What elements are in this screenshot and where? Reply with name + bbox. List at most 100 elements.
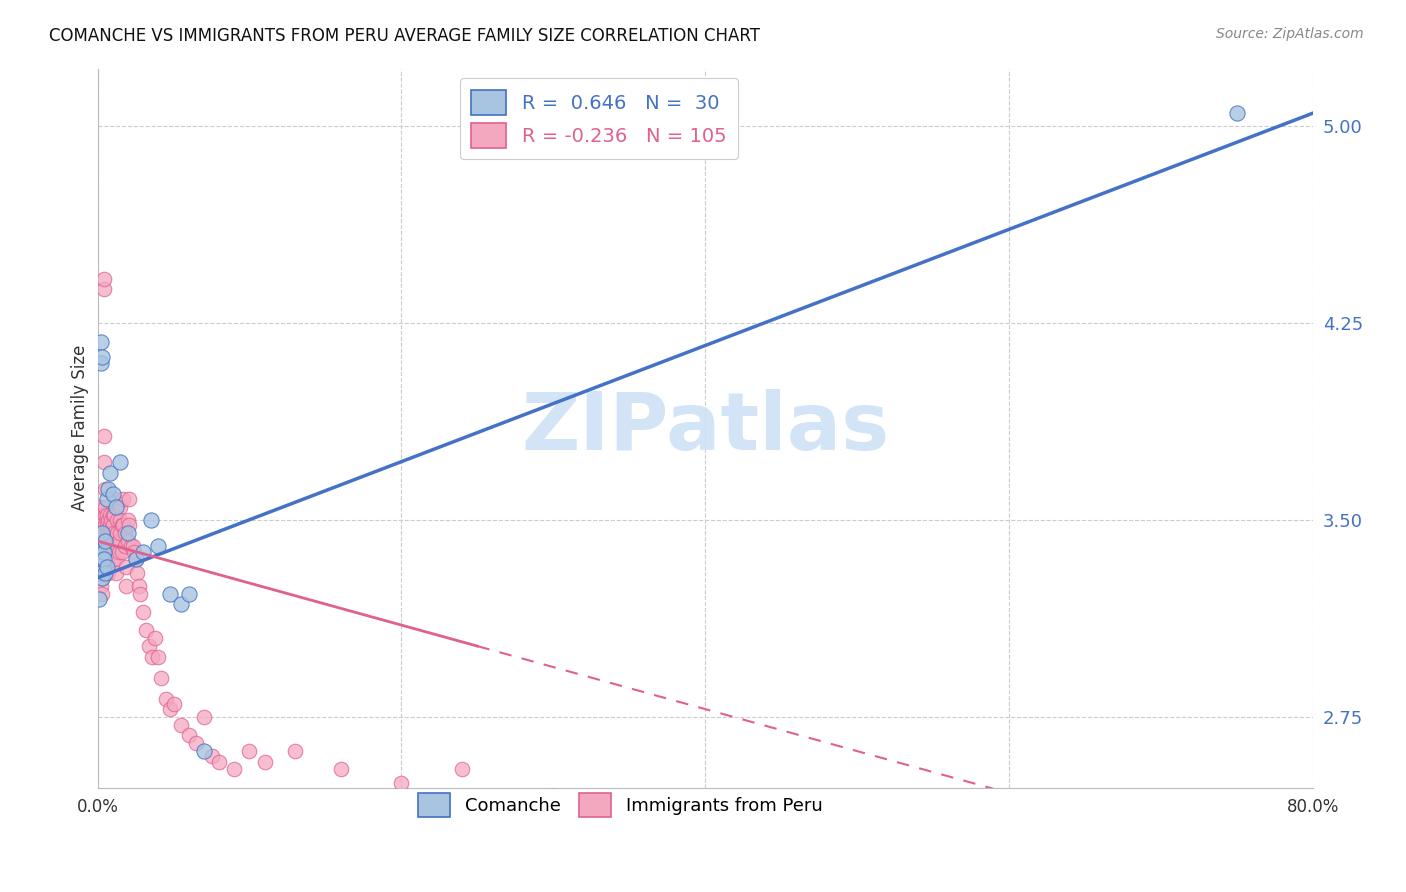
Point [112,518,135,533]
Point [87,539,110,553]
Point [91,586,114,600]
Point [193,710,215,724]
Point [90,552,112,566]
Point [101,508,124,522]
Point [87,591,110,606]
Point [112,492,135,507]
Point [389,775,412,789]
Point [98,508,121,522]
Point [91,526,114,541]
Point [87,500,110,514]
Point [150,671,173,685]
Point [90,566,112,580]
Point [122,544,145,558]
Point [97,482,120,496]
Point [90,334,112,349]
Point [111,544,134,558]
Point [115,560,138,574]
Point [94,518,117,533]
Point [94,534,117,549]
Point [543,789,565,803]
Point [97,552,120,566]
Point [159,702,181,716]
Point [103,508,125,522]
Point [110,500,132,514]
Point [177,586,200,600]
Point [94,544,117,558]
Point [135,624,157,638]
Point [121,539,143,553]
Point [138,639,160,653]
Point [284,744,307,758]
Point [98,539,121,553]
Point [125,566,148,580]
Point [108,534,131,549]
Point [104,500,127,514]
Point [94,534,117,549]
Point [90,526,112,541]
Point [120,539,142,553]
Point [91,552,114,566]
Point [329,763,352,777]
Point [91,571,114,585]
Point [111,518,134,533]
Point [114,526,136,541]
Point [97,526,120,541]
Point [97,539,120,553]
Point [253,755,276,769]
Point [100,544,122,558]
Point [159,586,181,600]
Point [118,492,141,507]
Point [105,539,128,553]
Text: Source: ZipAtlas.com: Source: ZipAtlas.com [1216,27,1364,41]
Point [162,697,184,711]
Point [108,544,131,558]
Point [93,544,115,558]
Point [87,544,110,558]
Point [103,492,125,507]
Point [132,544,155,558]
Point [141,649,163,664]
Point [100,526,122,541]
Point [110,526,132,541]
Point [96,560,118,574]
Point [101,534,124,549]
Point [155,691,177,706]
Point [129,586,152,600]
Point [139,513,162,527]
Point [93,271,115,285]
Point [128,579,150,593]
Point [87,513,110,527]
Point [98,518,121,533]
Legend: Comanche, Immigrants from Peru: Comanche, Immigrants from Peru [409,784,831,826]
Point [90,513,112,527]
Point [90,539,112,553]
Point [110,513,132,527]
Point [101,518,124,533]
Text: COMANCHE VS IMMIGRANTS FROM PERU AVERAGE FAMILY SIZE CORRELATION CHART: COMANCHE VS IMMIGRANTS FROM PERU AVERAGE… [49,27,761,45]
Point [104,552,127,566]
Point [170,718,193,732]
Point [93,455,115,469]
Point [451,763,474,777]
Point [90,355,112,369]
Point [208,755,231,769]
Point [124,552,146,566]
Point [1226,106,1249,120]
Point [170,597,193,611]
Point [117,534,139,549]
Point [105,526,128,541]
Point [110,455,132,469]
Point [98,466,121,480]
Point [94,500,117,514]
Point [117,513,139,527]
Point [177,728,200,742]
Point [101,487,124,501]
Point [87,552,110,566]
Point [91,539,114,553]
Point [100,513,122,527]
Point [93,429,115,443]
Point [96,518,118,533]
Point [114,539,136,553]
Point [224,763,246,777]
